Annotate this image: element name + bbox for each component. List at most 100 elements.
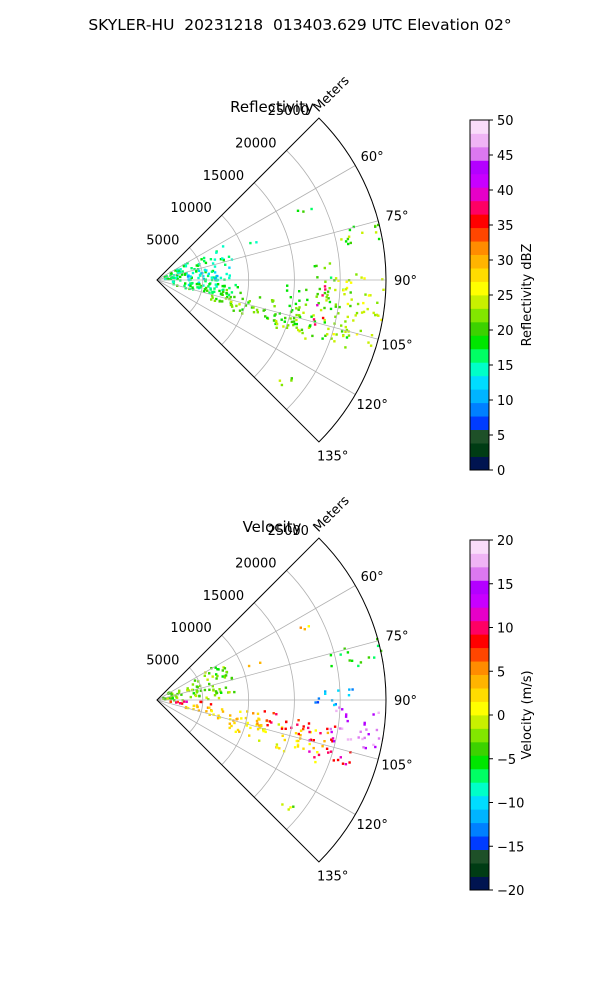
echo-cell — [228, 691, 231, 694]
echo-cell — [199, 700, 202, 704]
echo-cell — [344, 763, 348, 766]
echo-cell — [338, 727, 342, 730]
echo-cell — [209, 288, 212, 291]
echo-cell — [297, 328, 300, 332]
echo-cell — [346, 651, 350, 654]
echo-cell — [215, 677, 218, 680]
echo-cell — [313, 320, 317, 323]
echo-cell — [313, 265, 316, 268]
colorbar-tick-label: −10 — [497, 797, 524, 812]
echo-cell — [224, 686, 228, 689]
echo-cell — [331, 737, 335, 740]
colorbar-tick-label: 0 — [497, 464, 505, 479]
echo-cell — [280, 727, 284, 730]
echo-cell — [211, 685, 214, 688]
echo-cell — [290, 379, 293, 382]
echo-cell — [307, 722, 311, 725]
echo-cell — [202, 275, 205, 278]
echo-cell — [180, 693, 183, 696]
echo-cell — [256, 712, 260, 715]
echo-cell — [174, 269, 177, 272]
colorbar-tick-label: −5 — [497, 753, 516, 768]
echo-cell — [223, 284, 226, 288]
echo-cell — [300, 328, 304, 331]
echo-cell — [381, 278, 384, 281]
echo-cell — [203, 259, 206, 263]
echo-cell — [363, 736, 366, 740]
echo-cell — [227, 255, 231, 258]
echo-cell — [349, 738, 353, 741]
colorbar-swatch — [470, 607, 489, 622]
echo-cell — [274, 319, 278, 323]
echo-cell — [231, 305, 234, 308]
echo-cell — [176, 268, 179, 271]
echo-cell — [217, 696, 221, 700]
echo-cell — [224, 674, 228, 677]
echo-cell — [307, 726, 310, 730]
echo-cell — [307, 326, 311, 329]
azimuth-tick-label: 75° — [385, 630, 408, 645]
echo-cell — [376, 301, 379, 304]
colorbar-swatch — [470, 200, 489, 215]
azimuth-tick-label: 90° — [394, 694, 417, 709]
echo-cell — [331, 740, 334, 743]
echo-cell — [349, 241, 352, 245]
echo-cell — [196, 286, 199, 289]
echo-cell — [195, 691, 198, 694]
echo-cell — [212, 688, 215, 691]
echo-cell — [337, 279, 340, 282]
colorbar-swatch — [470, 741, 489, 756]
echo-cell — [281, 803, 284, 806]
echo-cell — [202, 278, 205, 281]
echo-cell — [346, 719, 349, 723]
echo-cell — [222, 288, 225, 291]
echo-cell — [321, 294, 324, 297]
colorbar-tick-label: 10 — [497, 394, 514, 409]
echo-cell — [272, 319, 276, 322]
colorbar-swatch — [470, 295, 489, 309]
echo-cell — [312, 314, 315, 317]
echo-cell — [297, 739, 300, 743]
azimuth-tick-label: 75° — [385, 210, 408, 225]
echo-cell — [362, 746, 365, 749]
echo-cell — [344, 346, 347, 349]
echo-cell — [189, 282, 192, 285]
echo-cell — [213, 694, 217, 697]
range-tick-label: 15000 — [203, 169, 244, 184]
echo-cell — [225, 272, 228, 276]
echo-cell — [348, 688, 351, 691]
echo-cell — [213, 287, 216, 290]
echo-cell — [338, 706, 341, 709]
echo-cell — [238, 303, 241, 306]
echo-cell — [284, 316, 287, 320]
echo-cell — [169, 274, 172, 277]
azimuth-tick-label: 105° — [381, 338, 412, 353]
echo-cell — [170, 275, 173, 279]
echo-cell — [270, 721, 273, 724]
echo-cell — [296, 723, 299, 726]
echo-cell — [297, 308, 300, 311]
echo-cell — [175, 696, 178, 699]
echo-cell — [228, 722, 231, 725]
echo-cell — [183, 284, 186, 287]
echo-cell — [204, 270, 207, 274]
echo-cell — [202, 284, 205, 287]
echo-cell — [333, 725, 337, 728]
azimuth-spoke — [156, 585, 356, 701]
echo-cell — [280, 383, 284, 387]
echo-cell — [326, 290, 330, 293]
colorbar-swatch — [470, 160, 489, 175]
echo-cell — [208, 706, 211, 709]
echo-cell — [230, 724, 233, 728]
echo-cell — [184, 282, 187, 285]
echo-cell — [355, 333, 359, 336]
echo-cell — [369, 344, 373, 347]
echo-cell — [335, 709, 338, 713]
echo-cell — [197, 281, 201, 284]
echo-cell — [377, 223, 380, 227]
range-tick-label: 25000 — [268, 104, 309, 119]
echo-cell — [257, 724, 261, 727]
echo-cell — [351, 688, 354, 691]
echo-cell — [343, 647, 346, 650]
echo-cell — [169, 697, 172, 700]
